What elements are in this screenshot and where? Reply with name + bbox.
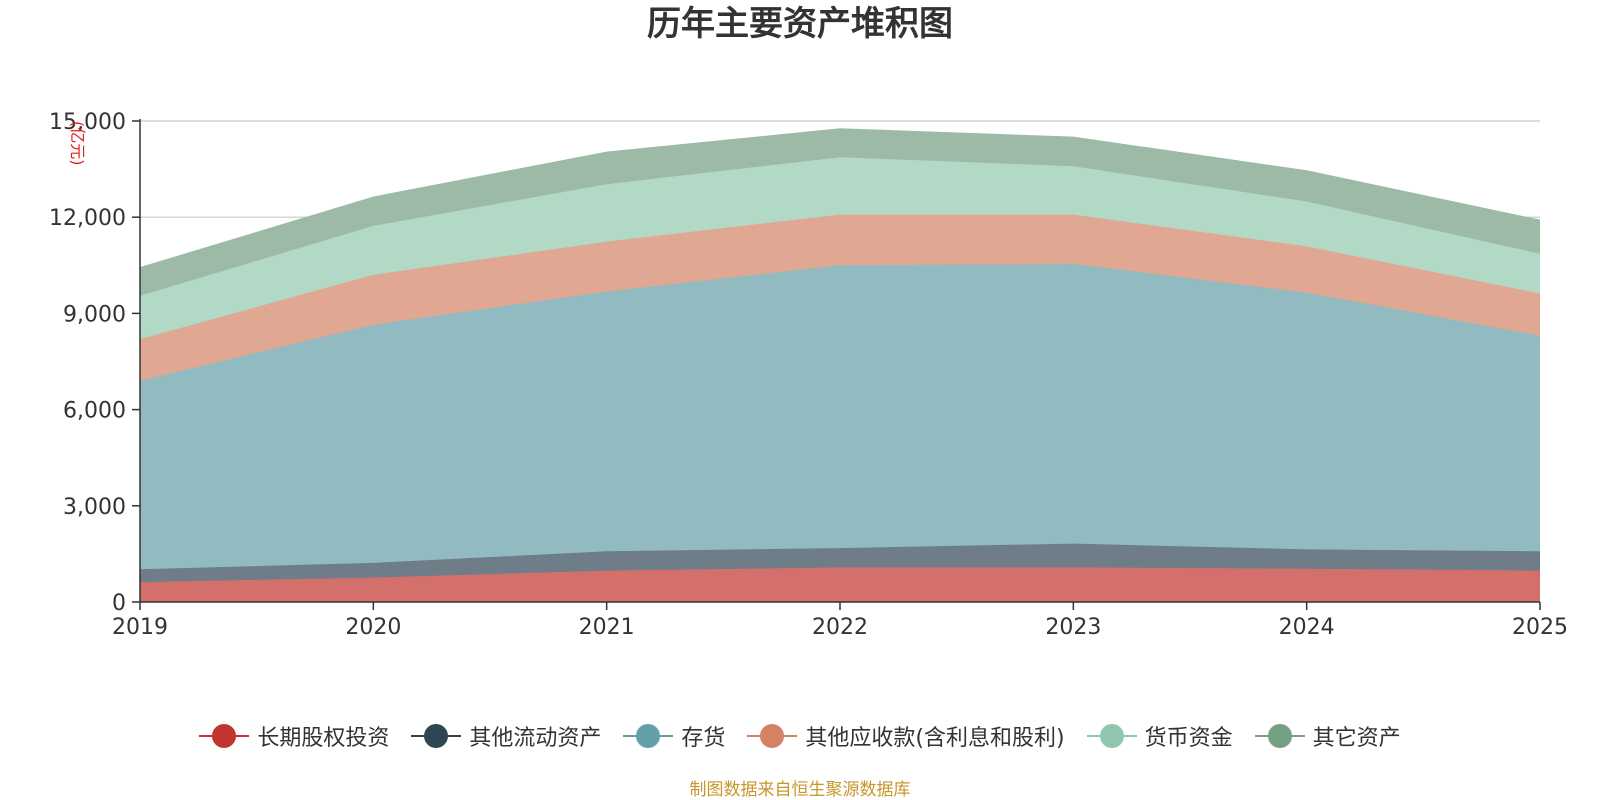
legend-label: 长期股权投资 <box>257 726 390 751</box>
legend-item-3[interactable]: 存货 <box>623 720 725 752</box>
legend-item-1[interactable]: 长期股权投资 <box>199 720 389 752</box>
y-tick-label: 15,000 <box>49 110 126 135</box>
legend: 长期股权投资 其他流动资产 存货 其他应收款(含利息和股利) 货币资金 其它资产 <box>0 720 1600 752</box>
x-tick-label: 2019 <box>112 615 168 640</box>
legend-marker-icon <box>1254 723 1305 749</box>
source-note: 制图数据来自恒生聚源数据库 <box>689 780 911 800</box>
y-tick-label: 0 <box>112 591 126 616</box>
x-tick-label: 2021 <box>579 615 635 640</box>
legend-label: 其他流动资产 <box>469 726 602 751</box>
area-series-6-edge <box>139 128 1541 269</box>
x-tick-label: 2020 <box>345 615 401 640</box>
legend-marker-icon <box>623 723 674 749</box>
y-tick-label: 12,000 <box>49 206 126 231</box>
area-series-3 <box>140 264 1540 570</box>
area-series-1 <box>140 567 1540 602</box>
x-tick-label: 2022 <box>812 615 868 640</box>
x-tick-label: 2024 <box>1279 615 1335 640</box>
chart-title: 历年主要资产堆积图 <box>647 4 953 44</box>
area-series-2 <box>140 543 1540 583</box>
y-tick-label: 9,000 <box>63 302 126 327</box>
area-series-5 <box>140 157 1540 340</box>
legend-label: 其它资产 <box>1312 726 1401 751</box>
legend-marker-icon <box>411 723 462 749</box>
legend-label: 其他应收款(含利息和股利) <box>805 726 1065 751</box>
legend-item-5[interactable]: 货币资金 <box>1086 720 1233 752</box>
area-series <box>139 128 1541 602</box>
legend-marker-icon <box>199 723 250 749</box>
legend-label: 存货 <box>681 726 726 751</box>
x-tick-label: 2025 <box>1512 615 1568 640</box>
x-tick-label: 2023 <box>1045 615 1101 640</box>
legend-item-2[interactable]: 其他流动资产 <box>411 720 601 752</box>
axes: 0 3,000 6,000 9,000 12,000 15,000 2019 2020 2021… <box>49 110 1568 640</box>
y-tick-label: 6,000 <box>63 399 126 424</box>
legend-marker-icon <box>1086 723 1137 749</box>
area-series-4 <box>140 214 1540 381</box>
legend-item-4[interactable]: 其他应收款(含利息和股利) <box>747 720 1065 752</box>
legend-item-6[interactable]: 其它资产 <box>1254 720 1401 752</box>
y-axis-unit-label: (亿元) <box>68 121 87 166</box>
legend-label: 货币资金 <box>1144 726 1233 751</box>
area-series-6 <box>140 129 1540 296</box>
y-tick-label: 3,000 <box>63 495 126 520</box>
legend-marker-icon <box>747 723 798 749</box>
